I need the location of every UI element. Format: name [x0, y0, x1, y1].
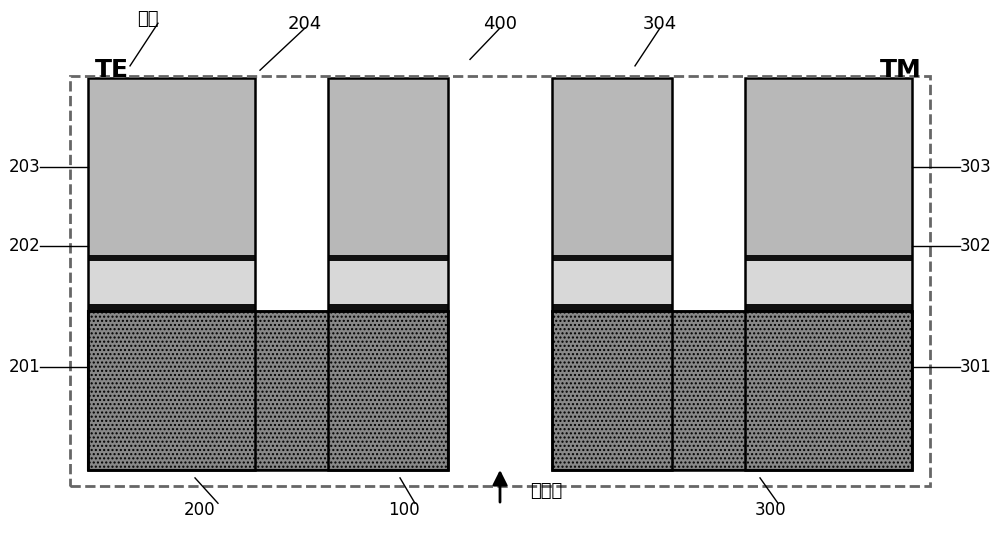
Text: 301: 301 — [960, 358, 992, 376]
Bar — [328, 78, 448, 255]
Bar — [88, 310, 448, 470]
Text: 300: 300 — [754, 501, 786, 519]
Bar — [552, 310, 912, 470]
Bar — [88, 310, 448, 470]
Bar — [328, 255, 448, 261]
Text: 303: 303 — [960, 158, 992, 177]
Text: 入射光: 入射光 — [530, 482, 562, 501]
Bar — [672, 73, 745, 310]
Text: 400: 400 — [483, 15, 517, 33]
Text: TE: TE — [95, 58, 129, 82]
Text: 201: 201 — [8, 358, 40, 376]
Bar — [745, 78, 912, 255]
Bar — [552, 304, 672, 310]
Bar — [552, 255, 672, 261]
Bar — [88, 255, 255, 261]
Text: 204: 204 — [288, 15, 322, 33]
Bar — [552, 78, 672, 255]
Bar — [328, 304, 448, 310]
Text: TM: TM — [880, 58, 922, 82]
Bar — [552, 310, 912, 470]
Bar — [552, 78, 672, 470]
Bar — [88, 78, 255, 255]
Text: 302: 302 — [960, 237, 992, 255]
Bar — [745, 78, 912, 470]
Text: 304: 304 — [643, 15, 677, 33]
Bar — [328, 78, 448, 470]
Bar — [88, 261, 255, 304]
Text: 100: 100 — [388, 501, 420, 519]
Text: 200: 200 — [184, 501, 216, 519]
Bar — [328, 261, 448, 304]
Bar — [552, 261, 672, 304]
Bar — [88, 78, 255, 470]
Bar — [448, 73, 552, 475]
Text: 203: 203 — [8, 158, 40, 177]
Bar — [745, 255, 912, 261]
Bar — [255, 73, 328, 310]
Text: 202: 202 — [8, 237, 40, 255]
Bar — [745, 261, 912, 304]
Text: 空气: 空气 — [137, 10, 159, 28]
Bar — [70, 76, 930, 486]
Bar — [745, 304, 912, 310]
Bar — [88, 304, 255, 310]
